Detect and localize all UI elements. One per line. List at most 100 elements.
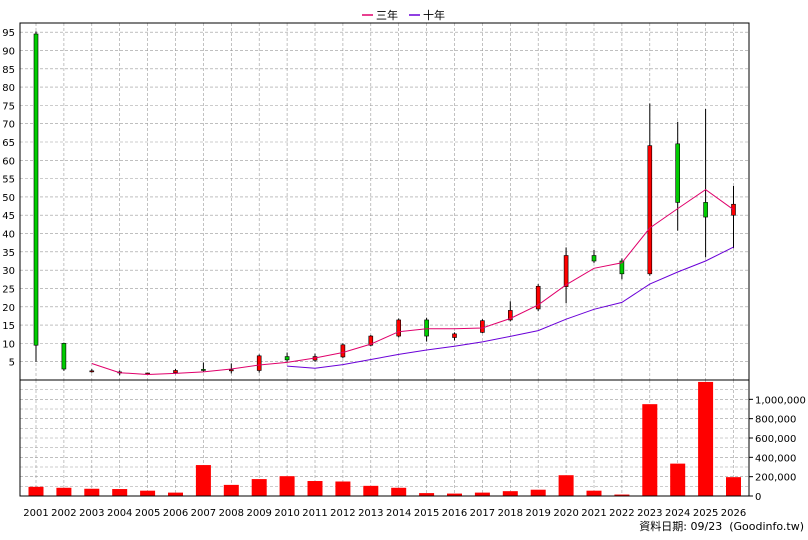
candlestick — [535, 284, 541, 312]
candlestick — [731, 185, 736, 249]
candle-body — [424, 319, 429, 337]
price-plot-frame — [19, 22, 750, 381]
candle-body — [731, 203, 736, 216]
volume-bar — [530, 489, 546, 496]
year-tick-label: 2003 — [79, 508, 104, 519]
volume-plot-frame — [19, 379, 750, 497]
price-tick-label: 80 — [2, 83, 15, 94]
year-tick-label: 2010 — [274, 508, 299, 519]
candle-body — [229, 369, 234, 372]
year-tick-label: 2002 — [51, 508, 76, 519]
volume-bar — [140, 490, 156, 496]
volume-bar — [279, 476, 295, 496]
candlestick — [201, 362, 206, 372]
legend-label-10yr: 十年 — [423, 8, 445, 22]
year-tick-label: 2019 — [525, 508, 550, 519]
volume-bars — [28, 381, 741, 496]
candlestick — [563, 247, 569, 304]
candle-body — [33, 33, 39, 346]
volume-bar — [335, 481, 351, 496]
candle-body — [703, 202, 708, 218]
candlestick — [647, 103, 653, 276]
volume-bar — [642, 404, 658, 496]
volume-bar — [28, 486, 44, 496]
candle-body — [396, 319, 402, 337]
ma-line-10yr — [287, 246, 734, 369]
candlestick — [256, 354, 262, 373]
volume-tick-label: 200,000 — [755, 473, 796, 484]
volume-bar — [419, 493, 435, 496]
price-tick-label: 55 — [2, 175, 15, 186]
volume-bar — [307, 481, 323, 496]
price-tick-label: 10 — [2, 339, 15, 350]
year-tick-label: 2018 — [498, 508, 523, 519]
price-tick-label: 25 — [2, 284, 15, 295]
price-grid — [20, 23, 749, 380]
volume-tick-label: 1,000,000 — [755, 395, 806, 406]
price-tick-label: 30 — [2, 266, 15, 277]
volume-tick-label: 600,000 — [755, 434, 796, 445]
legend: 三年 十年 — [362, 8, 445, 22]
year-tick-label: 2014 — [386, 508, 411, 519]
volume-bar — [251, 479, 267, 496]
candlestick — [396, 318, 402, 338]
volume-bar — [474, 492, 490, 496]
year-tick-label: 2008 — [219, 508, 244, 519]
candlestick — [619, 258, 625, 280]
volume-bar — [168, 492, 183, 496]
moving-average-lines — [91, 188, 734, 376]
year-tick-label: 2022 — [609, 508, 634, 519]
candlestick — [591, 250, 597, 263]
candlestick — [480, 319, 485, 334]
year-tick-label: 2006 — [163, 508, 188, 519]
year-tick-label: 2001 — [23, 508, 48, 519]
volume-bar — [614, 494, 630, 496]
year-tick-label: 2026 — [721, 508, 746, 519]
year-tick-label: 2017 — [470, 508, 495, 519]
volume-bar — [363, 485, 379, 496]
candle-body — [507, 310, 513, 321]
candle-body — [452, 333, 457, 338]
price-tick-label: 70 — [2, 120, 15, 131]
year-tick-label: 2013 — [358, 508, 383, 519]
volume-bar — [391, 487, 407, 496]
candle-body — [89, 370, 95, 373]
candle-body — [256, 355, 262, 371]
year-tick-label: 2005 — [135, 508, 160, 519]
volume-bar — [726, 477, 741, 496]
price-tick-label: 5 — [9, 358, 15, 369]
year-tick-label: 2024 — [665, 508, 690, 519]
candle-body — [619, 260, 625, 275]
price-tick-label: 95 — [2, 28, 15, 39]
candle-body — [173, 370, 178, 373]
candle-body — [201, 369, 206, 371]
volume-tick-label: 400,000 — [755, 453, 796, 464]
price-tick-label: 45 — [2, 211, 15, 222]
price-tick-label: 85 — [2, 65, 15, 76]
candlestick — [61, 342, 67, 371]
year-tick-label: 2016 — [442, 508, 467, 519]
price-tick-label: 65 — [2, 138, 15, 149]
volume-bar — [586, 490, 602, 496]
price-tick-label: 50 — [2, 193, 15, 204]
ma-line-3yr — [91, 188, 734, 376]
volume-bar — [56, 487, 72, 496]
candle-body — [563, 255, 569, 287]
candle-body — [480, 320, 485, 333]
volume-bar — [698, 381, 714, 496]
price-tick-label: 40 — [2, 230, 15, 241]
candle-body — [591, 255, 597, 262]
legend-label-3yr: 三年 — [376, 8, 398, 22]
candlestick — [452, 332, 457, 341]
year-tick-label: 2021 — [581, 508, 606, 519]
year-tick-label: 2015 — [414, 508, 439, 519]
candlestick — [703, 109, 708, 258]
candlestick — [675, 121, 681, 231]
volume-bar — [112, 489, 128, 496]
price-tick-label: 60 — [2, 156, 15, 167]
volume-bar — [84, 488, 100, 496]
candle-body — [675, 143, 681, 203]
data-date-footer: 資料日期: 09/23 (Goodinfo.tw) — [639, 519, 804, 533]
volume-bar — [558, 475, 574, 496]
year-tick-label: 2020 — [553, 508, 578, 519]
